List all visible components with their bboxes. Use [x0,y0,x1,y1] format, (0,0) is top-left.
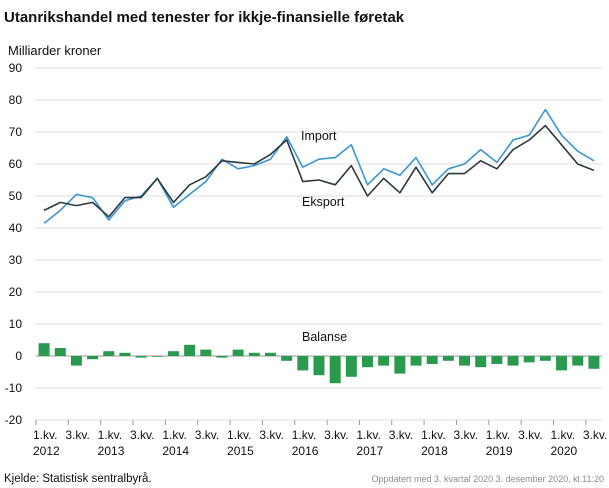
x-tick-quarter: 3.kv. [324,428,348,442]
balanse-bar [119,352,131,356]
x-tick-quarter: 3.kv. [583,428,607,442]
eksport-label: Eksport [302,195,345,209]
x-tick-quarter: 3.kv. [259,428,283,442]
y-tick-label: -10 [5,381,23,395]
x-tick-quarter: 3.kv. [195,428,219,442]
x-tick-quarter: 1.kv. [33,428,57,442]
balanse-bar [184,344,196,356]
balanse-bar [442,356,454,361]
y-tick-label: 20 [9,285,23,299]
y-tick-label: 60 [9,157,23,171]
x-tick-quarter: 1.kv. [162,428,186,442]
y-tick-label: 30 [9,253,23,267]
balanse-bar [459,356,471,366]
y-tick-label: 40 [9,221,23,235]
y-tick-label: 0 [15,349,22,363]
eksport-line [43,124,595,218]
balanse-bar [329,356,341,384]
x-tick-quarter: 3.kv. [518,428,542,442]
y-tick-labels: 90 80 70 60 50 40 30 20 10 0 -10 -20 [5,61,23,427]
balanse-bar [426,356,438,364]
x-tick-quarter: 1.kv. [356,428,380,442]
balanse-bar [539,356,551,361]
balanse-bar [167,351,179,356]
x-tick-quarter: 3.kv. [389,428,413,442]
balanse-bar [151,356,163,357]
x-tick-quarter: 3.kv. [453,428,477,442]
balanse-bar [216,356,228,358]
import-label: Import [301,129,337,143]
chart-title: Utanrikshandel med tenester for ikkje-fi… [4,9,405,26]
balanse-bar [297,356,309,371]
x-tick-labels: 1.kv. 2012 3.kv. 1.kv. 2013 3.kv. 1.kv. 2014 3.k… [33,420,607,458]
balanse-bar [378,356,390,366]
balanse-bar [475,356,487,368]
y-tick-label: 90 [9,61,23,75]
x-tick-year: 2013 [98,444,125,458]
balanse-bar [135,356,147,358]
balanse-bar [54,348,66,356]
balanse-bar [410,356,422,366]
x-tick-year: 2020 [550,444,577,458]
y-tick-label: 50 [9,189,23,203]
balanse-bar [588,356,600,369]
x-tick-quarter: 1.kv. [486,428,510,442]
x-tick-quarter: 1.kv. [98,428,122,442]
balanse-bar [572,356,584,366]
balanse-bar [264,352,276,356]
balanse-bar [313,356,325,376]
balanse-bar [87,356,99,360]
x-tick-year: 2019 [486,444,513,458]
balanse-bar [103,351,115,356]
x-tick-year: 2014 [162,444,189,458]
x-tick-quarter: 1.kv. [292,428,316,442]
y-axis-label: Milliarder kroner [8,43,102,58]
x-tick-quarter: 3.kv. [130,428,154,442]
y-tick-label: 80 [9,93,23,107]
x-tick-quarter: 1.kv. [227,428,251,442]
balanse-bar [362,356,374,368]
balanse-bar [232,349,244,356]
x-tick-year: 2012 [33,444,60,458]
y-tick-label: 10 [9,317,23,331]
balanse-bar [200,349,212,356]
x-tick-quarter: 1.kv. [421,428,445,442]
balanse-bar [248,352,260,356]
balanse-bar [394,356,406,374]
x-tick-quarter: 3.kv. [65,428,89,442]
updated-note: Oppdatert med 3. kvartal 2020 3. desembe… [372,474,604,484]
x-tick-year: 2015 [227,444,254,458]
source-note: Kjelde: Statistisk sentralbyrå. [4,473,152,485]
balanse-bars [38,343,600,384]
balanse-label: Balanse [302,330,347,344]
balanse-bar [523,356,535,363]
x-tick-year: 2018 [421,444,448,458]
balanse-bar [70,356,82,366]
balanse-bar [491,356,503,364]
balanse-bar [281,356,293,361]
x-tick-year: 2017 [356,444,383,458]
balanse-bar [556,356,568,371]
y-tick-label: -20 [5,413,23,427]
balanse-bar [507,356,519,366]
balanse-bar [38,343,50,356]
balanse-bar [345,356,357,377]
x-tick-quarter: 1.kv. [550,428,574,442]
y-tick-label: 70 [9,125,23,139]
x-tick-year: 2016 [292,444,319,458]
